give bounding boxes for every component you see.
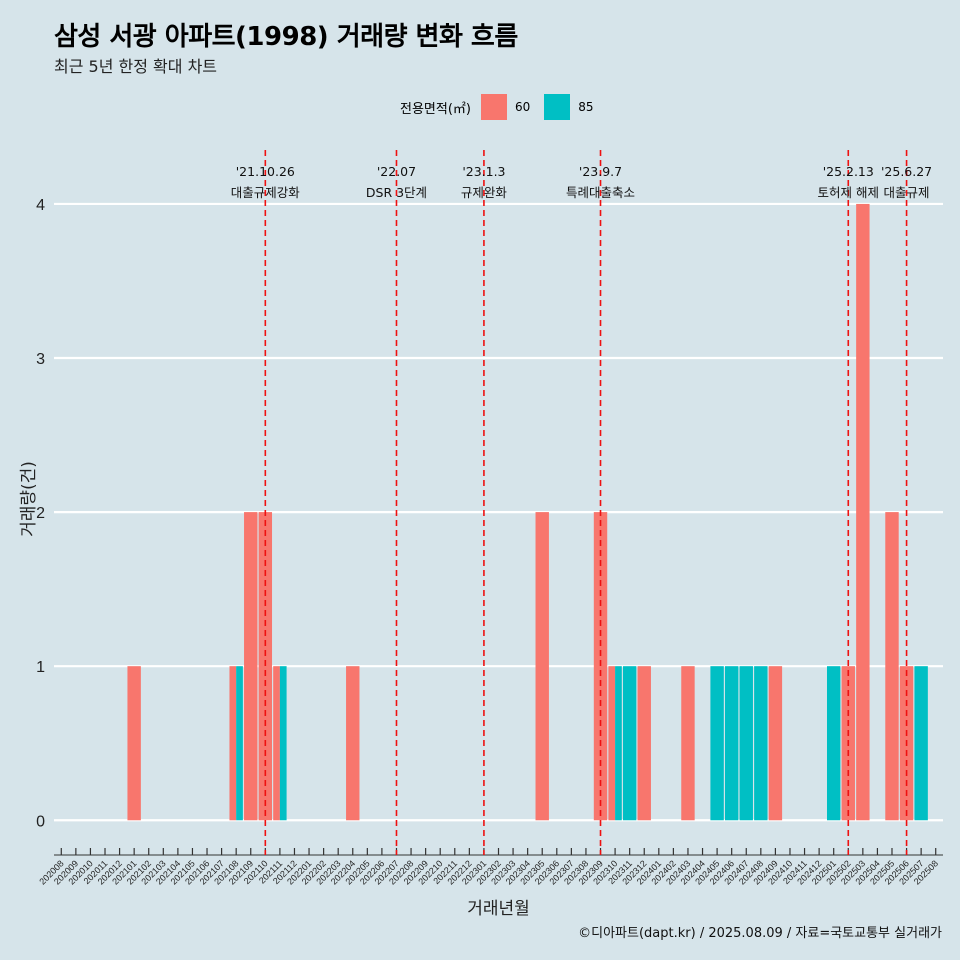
bar-85-202405 (710, 666, 724, 821)
legend-key-60 (480, 94, 507, 120)
y-tick-label: 0 (36, 813, 45, 830)
y-tick-label: 2 (36, 505, 45, 522)
chart-title: 삼성 서광 아파트(1998) 거래량 변화 흐름 (54, 22, 518, 52)
bar-85-202507 (914, 666, 928, 821)
event-label: 토허제 해제 (818, 185, 879, 200)
event-label: 특례대출축소 (566, 185, 635, 200)
caption: ©디아파트(dapt.kr) / 2025.08.09 / 자료=국토교통부 실… (578, 926, 942, 941)
event-date: '22.07 (377, 164, 416, 179)
bar-60-202111 (273, 666, 280, 821)
event-date: '25.2.13 (823, 164, 874, 179)
legend-key-85 (544, 94, 571, 120)
bar-60-202101 (127, 666, 141, 821)
chart-subtitle: 최근 5년 한정 확대 차트 (54, 57, 218, 76)
bar-85-202406 (724, 666, 739, 821)
legend-label-85: 85 (578, 100, 594, 114)
bar-60-202305 (535, 512, 549, 821)
event-label: 규제완화 (461, 185, 508, 200)
bar-60-202505 (885, 512, 899, 821)
bar-85-202311 (622, 666, 637, 821)
legend-label-60: 60 (514, 100, 531, 114)
bar-60-202312 (637, 666, 651, 821)
legend: 전용면적(㎡) 60 85 (400, 93, 608, 121)
event-label: 대출규제강화 (231, 185, 301, 200)
event-date: '23.9.7 (579, 164, 622, 179)
x-axis-title: 거래년월 (467, 899, 530, 919)
bar-60-202310 (608, 666, 616, 821)
bar-60-202110 (258, 512, 273, 821)
y-tick-label: 3 (36, 351, 45, 368)
bar-85-202111 (279, 666, 287, 821)
event-label: DSR 3단계 (366, 185, 427, 200)
event-date: '21.10.26 (236, 164, 295, 179)
bar-85-202501 (826, 666, 841, 821)
bar-60-202108 (229, 666, 237, 821)
legend-title: 전용면적(㎡) (400, 101, 471, 117)
bar-60-202503 (856, 203, 870, 821)
event-label: 대출규제 (884, 185, 930, 200)
bar-85-202310 (615, 666, 622, 821)
y-tick-label: 4 (36, 197, 45, 214)
bar-60-202109 (244, 512, 258, 821)
y-tick-label: 1 (36, 659, 45, 676)
y-axis-title: 거래량(건) (19, 461, 39, 537)
bar-85-202108 (236, 666, 243, 821)
event-date: '25.6.27 (881, 164, 932, 179)
bar-85-202407 (739, 666, 753, 821)
bar-60-202409 (768, 666, 783, 821)
bar-60-202309 (593, 512, 608, 821)
bar-85-202408 (754, 666, 768, 821)
bar-60-202204 (346, 666, 360, 821)
bar-60-202403 (681, 666, 695, 821)
event-date: '23.1.3 (462, 164, 505, 179)
